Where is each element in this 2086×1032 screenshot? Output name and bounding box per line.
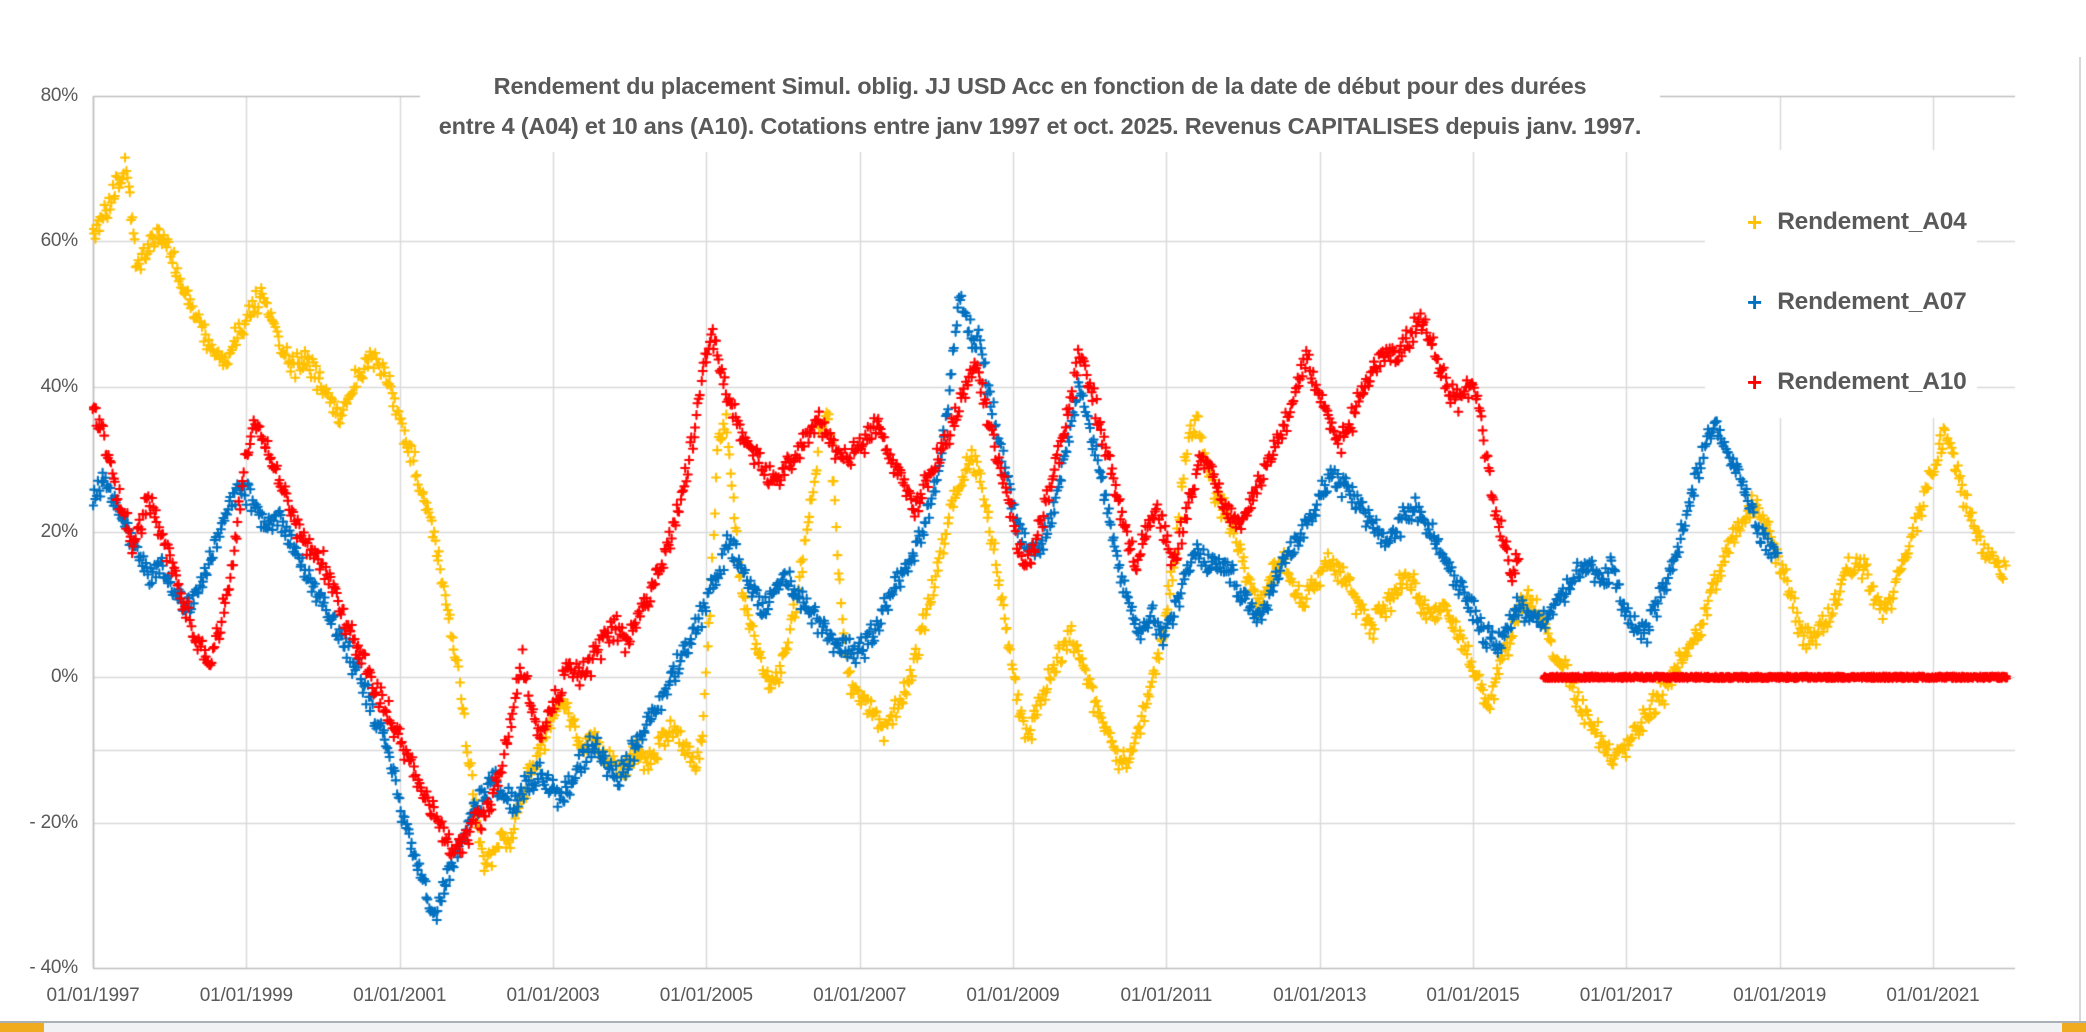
x-tick-label: 01/01/2013: [1273, 985, 1367, 1006]
plus-marker-icon: +: [1747, 287, 1763, 317]
y-tick-label: 80%: [40, 85, 79, 106]
x-tick-label: 01/01/1997: [46, 985, 140, 1006]
legend-label: Rendement_A04: [1777, 208, 1967, 235]
window-right-edge: [2079, 57, 2081, 1021]
chart-title: Rendement du placement Simul. oblig. JJ …: [400, 66, 1680, 146]
legend-label: Rendement_A07: [1777, 288, 1967, 315]
y-tick-label: - 40%: [29, 957, 78, 978]
x-tick-label: 01/01/1999: [199, 985, 293, 1006]
x-tick-label: 01/01/2001: [353, 985, 447, 1006]
plus-marker-icon: +: [1747, 367, 1763, 397]
x-tick-label: 01/01/2009: [966, 985, 1060, 1006]
x-tick-label: 01/01/2019: [1733, 985, 1827, 1006]
legend-item-a10: + Rendement_A10: [1747, 356, 1967, 408]
x-tick-label: 01/01/2007: [813, 985, 907, 1006]
orange-accent-bottom-left: [0, 1023, 44, 1032]
plus-marker-icon: +: [1747, 207, 1763, 237]
y-tick-label: 60%: [40, 230, 79, 252]
orange-accent-bottom-right: [2062, 1023, 2086, 1032]
legend-label: Rendement_A10: [1777, 368, 1967, 395]
y-tick-label: 0%: [50, 666, 78, 688]
x-tick-label: 01/01/2005: [659, 985, 753, 1006]
x-tick-label: 01/01/2015: [1426, 985, 1520, 1006]
legend-item-a07: + Rendement_A07: [1747, 276, 1967, 328]
x-tick-label: 01/01/2003: [506, 985, 600, 1006]
bottom-strip: [0, 1021, 2086, 1032]
x-tick-label: 01/01/2011: [1120, 985, 1213, 1006]
chart-title-line2: entre 4 (A04) et 10 ans (A10). Cotations…: [438, 113, 1642, 139]
x-tick-label: 01/01/2017: [1579, 985, 1673, 1006]
chart-title-line1: Rendement du placement Simul. oblig. JJ …: [493, 73, 1587, 99]
x-tick-label: 01/01/2021: [1886, 985, 1980, 1006]
y-tick-label: 40%: [40, 375, 79, 397]
y-tick-label: 20%: [40, 521, 79, 542]
y-tick-label: - 20%: [29, 811, 78, 833]
legend-item-a04: + Rendement_A04: [1747, 196, 1967, 248]
